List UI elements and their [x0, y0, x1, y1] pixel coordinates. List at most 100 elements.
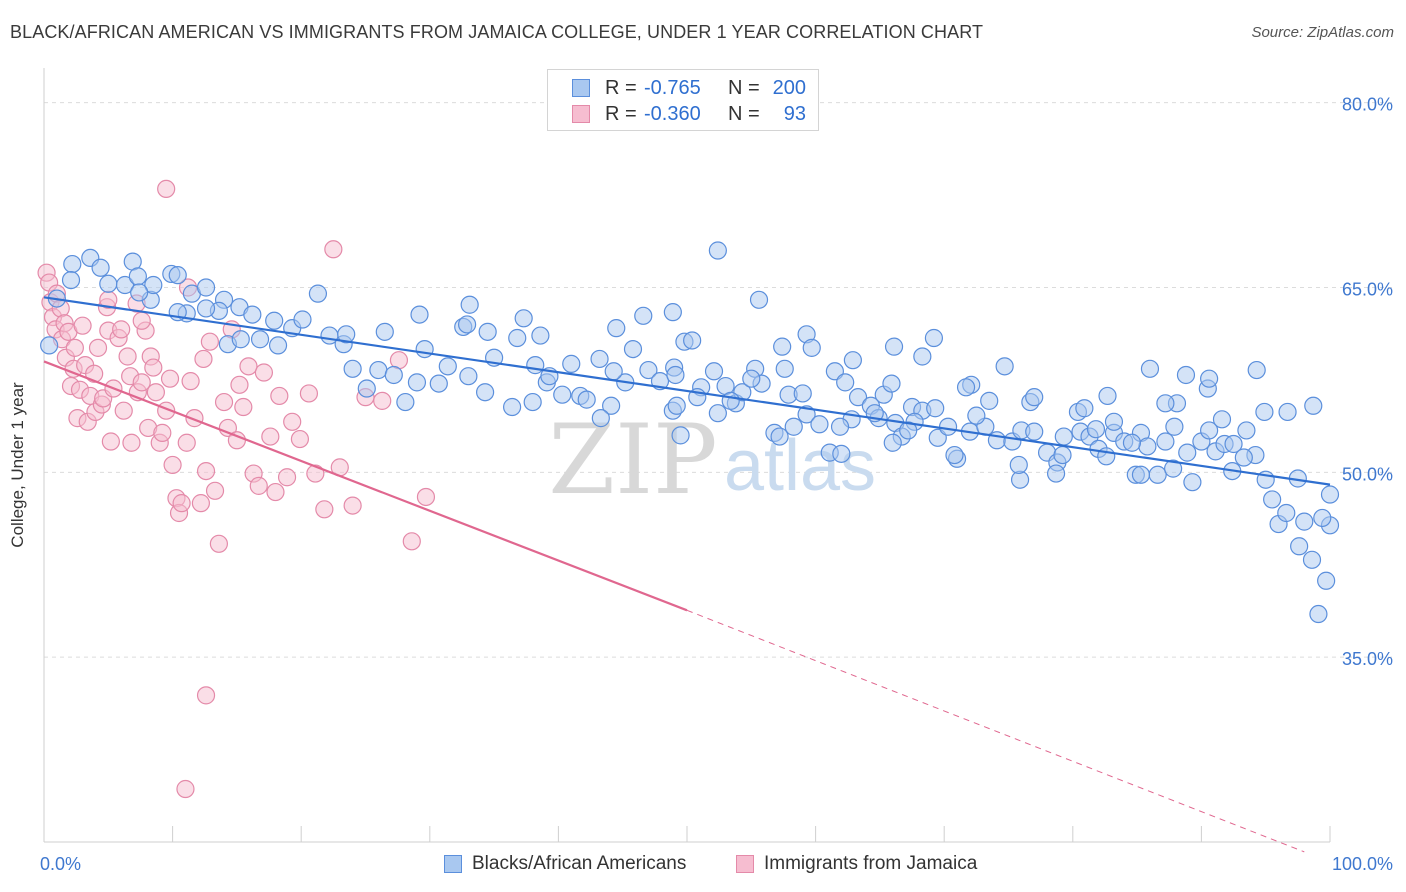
data-point-jamaica	[146, 383, 165, 402]
data-point-blacks	[268, 336, 288, 355]
data-point-jamaica	[122, 433, 141, 452]
data-point-blacks	[168, 266, 187, 285]
data-point-blacks	[884, 337, 904, 356]
data-point-blacks	[1317, 571, 1336, 590]
data-point-blacks	[1320, 485, 1340, 504]
data-point-blacks	[995, 357, 1014, 376]
data-point-blacks	[1148, 465, 1167, 484]
data-point-blacks	[604, 362, 623, 381]
data-point-blacks	[721, 391, 740, 410]
data-point-blacks	[607, 319, 626, 338]
data-point-blacks	[99, 274, 118, 293]
data-point-blacks	[1309, 604, 1328, 624]
data-point-jamaica	[277, 468, 297, 487]
data-point-jamaica	[118, 347, 137, 366]
data-point-blacks	[265, 311, 284, 330]
data-point-jamaica	[261, 427, 280, 446]
data-point-jamaica	[200, 332, 219, 351]
data-point-blacks	[1025, 422, 1044, 441]
data-point-jamaica	[254, 363, 274, 382]
data-point-blacks	[836, 373, 855, 392]
data-point-blacks	[475, 383, 495, 402]
data-point-blacks	[308, 284, 328, 303]
data-point-blacks	[1237, 421, 1256, 440]
data-point-blacks	[1176, 365, 1196, 385]
data-point-jamaica	[402, 532, 421, 551]
data-point-blacks	[1304, 396, 1323, 415]
legend-n-label: N =	[728, 103, 760, 125]
data-point-blacks	[956, 378, 976, 397]
data-point-jamaica	[101, 432, 120, 451]
data-point-blacks	[770, 427, 789, 446]
data-point-blacks	[508, 328, 527, 348]
data-point-jamaica	[160, 369, 180, 388]
data-point-jamaica	[112, 320, 131, 339]
legend-swatch-blue	[572, 79, 590, 97]
data-point-blacks	[634, 306, 653, 325]
data-point-blacks	[926, 399, 945, 418]
legend-n-value: 200	[772, 77, 806, 99]
data-point-blacks	[115, 275, 135, 295]
data-point-blacks	[708, 241, 727, 260]
data-point-jamaica	[181, 372, 200, 391]
data-point-jamaica	[132, 311, 151, 330]
data-point-blacks	[396, 392, 415, 412]
data-point-blacks	[1178, 443, 1197, 462]
y-tick-label: 35.0%	[1342, 649, 1393, 669]
data-point-blacks	[1313, 508, 1332, 528]
data-point-blacks	[128, 267, 147, 286]
data-point-blacks	[196, 278, 216, 297]
data-point-blacks	[848, 388, 868, 407]
trend-lines	[43, 296, 1331, 853]
data-point-blacks	[1140, 359, 1160, 378]
data-point-blacks	[40, 336, 59, 355]
data-point-blacks	[250, 330, 270, 349]
data-point-blacks	[1247, 360, 1266, 380]
data-point-blacks	[243, 305, 262, 324]
data-point-blacks	[63, 254, 82, 274]
data-point-blacks	[825, 362, 844, 381]
data-point-blacks	[562, 354, 581, 373]
data-point-jamaica	[239, 357, 258, 376]
trend-line-jamaica	[43, 360, 688, 612]
data-point-blacks	[1122, 433, 1142, 452]
legend-series: Blacks/African Americans Immigrants from…	[0, 852, 1406, 878]
data-point-jamaica	[218, 418, 237, 438]
data-point-blacks	[623, 339, 643, 359]
data-point-blacks	[938, 417, 958, 436]
data-point-blacks	[1295, 512, 1314, 531]
x-tick-label-max: 100.0%	[1332, 854, 1393, 874]
source-label: Source: ZipAtlas.com	[1251, 24, 1394, 41]
axes	[43, 68, 1331, 843]
data-point-jamaica	[343, 496, 362, 515]
data-point-jamaica	[324, 240, 343, 259]
data-point-blacks	[775, 359, 794, 378]
data-point-jamaica	[266, 482, 285, 502]
data-point-blacks	[1164, 459, 1183, 478]
data-point-blacks	[459, 367, 478, 386]
data-point-blacks	[337, 325, 356, 344]
data-point-jamaica	[249, 476, 268, 495]
data-point-blacks	[899, 421, 918, 440]
data-point-blacks	[293, 310, 312, 329]
data-point-jamaica	[85, 364, 104, 383]
data-point-blacks	[1086, 420, 1106, 439]
data-point-blacks	[231, 330, 250, 349]
data-point-jamaica	[290, 429, 310, 449]
y-tick-label: 65.0%	[1342, 279, 1393, 299]
data-point-jamaica	[306, 464, 325, 483]
watermark: ZIP atlas	[548, 404, 876, 516]
data-point-blacks	[1165, 417, 1184, 436]
data-point-blacks	[369, 360, 388, 380]
data-point-jamaica	[176, 779, 195, 799]
data-point-blacks	[577, 390, 596, 409]
data-point-blacks	[457, 315, 477, 334]
data-point-blacks	[1302, 550, 1322, 569]
legend-swatch-pink	[572, 105, 590, 123]
data-point-jamaica	[191, 494, 210, 513]
data-point-jamaica	[230, 375, 249, 394]
data-point-jamaica	[283, 412, 302, 431]
data-point-jamaica	[196, 461, 216, 481]
trend-line-jamaica-extension	[686, 609, 1305, 853]
